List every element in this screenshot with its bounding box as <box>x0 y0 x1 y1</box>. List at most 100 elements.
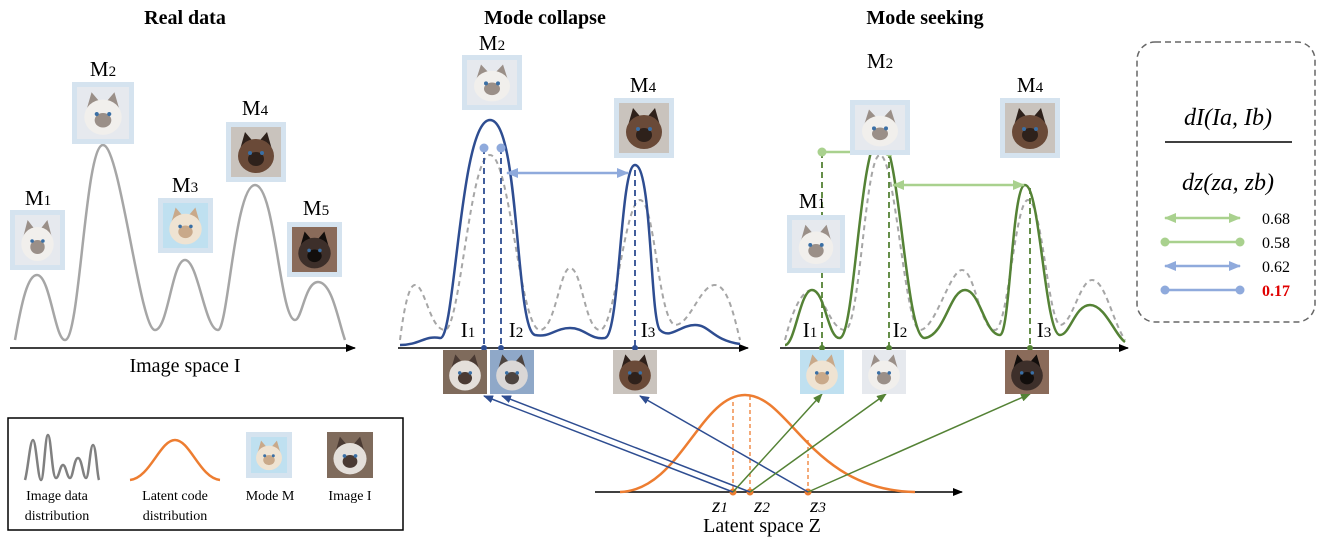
eye <box>342 454 347 458</box>
eye <box>819 243 824 247</box>
ears <box>335 436 365 453</box>
ratio-value: 0.62 <box>1262 259 1290 276</box>
mapping-arrows <box>483 393 1031 493</box>
mask <box>94 113 112 128</box>
eye <box>648 127 652 131</box>
image-label: I1 <box>461 318 476 342</box>
mode-label: M4 <box>1017 73 1044 97</box>
eye <box>496 81 500 86</box>
sample-image <box>327 432 373 478</box>
axis-label: Latent space Z <box>703 515 821 537</box>
ears <box>800 224 832 242</box>
eye <box>515 371 520 375</box>
ears <box>257 440 281 454</box>
code-label: z1 <box>711 493 728 517</box>
legend-label: Image data <box>26 489 89 504</box>
mode-label: M2 <box>867 49 893 73</box>
legend-label: distribution <box>25 509 90 524</box>
eye <box>353 454 358 458</box>
image-label: I2 <box>893 318 908 342</box>
axis-label: Image space I <box>129 355 240 377</box>
eye <box>307 248 311 253</box>
mask <box>484 82 500 96</box>
code-label: z2 <box>753 493 770 517</box>
mask <box>30 240 45 254</box>
mode-image <box>246 432 292 478</box>
mask <box>263 455 275 466</box>
sample-image <box>613 350 657 394</box>
legend-image-curve <box>23 433 101 482</box>
eye <box>484 81 488 86</box>
eye <box>872 126 876 131</box>
ears <box>620 354 650 370</box>
mask <box>1022 128 1038 142</box>
mode-label: M4 <box>242 96 269 120</box>
real-distribution-dashed <box>399 153 741 341</box>
ears <box>807 354 837 370</box>
mode-image <box>10 210 65 270</box>
ears <box>864 109 896 126</box>
image-label: I3 <box>1037 318 1052 342</box>
mode-label: M3 <box>172 173 198 197</box>
ratio-numerator: dI(Ia, Ib) <box>1184 105 1272 131</box>
eye <box>876 371 881 375</box>
mode-image <box>787 215 845 273</box>
image-label: I3 <box>641 318 656 342</box>
mask <box>872 127 888 141</box>
collapse-dots <box>479 143 638 351</box>
ratio-value: 0.68 <box>1262 211 1290 228</box>
sample-image <box>800 350 844 394</box>
mode-image <box>462 55 522 110</box>
mode-label: M1 <box>799 189 825 213</box>
ratio-value: 0.58 <box>1262 235 1290 252</box>
ears <box>240 132 272 150</box>
ears <box>476 64 508 81</box>
mode-label: M2 <box>479 31 505 55</box>
eye <box>1019 371 1024 375</box>
seeking-distribution <box>784 135 1126 347</box>
mask <box>457 372 473 385</box>
title: Mode collapse <box>484 7 606 29</box>
mask <box>627 372 643 385</box>
mask <box>342 455 358 468</box>
code-label: z3 <box>809 493 826 517</box>
ears <box>300 231 329 248</box>
eye <box>884 126 888 131</box>
mode-image <box>158 198 213 253</box>
mode-image <box>287 222 342 277</box>
eye <box>178 224 182 229</box>
mask <box>307 249 322 263</box>
mode-label: M5 <box>303 196 329 220</box>
ears <box>497 354 527 370</box>
eye <box>271 454 275 458</box>
ratio-symbols <box>1160 213 1245 295</box>
legend-label: Latent code <box>142 489 208 504</box>
eye <box>504 371 509 375</box>
mask <box>248 152 264 166</box>
legend-latent-curve <box>129 438 221 482</box>
mask <box>178 225 193 239</box>
image-label: I2 <box>509 318 524 342</box>
latent-guides <box>732 396 809 492</box>
eye <box>1030 371 1035 375</box>
eye <box>808 243 813 247</box>
legend-label: Mode M <box>246 489 295 504</box>
eye <box>189 224 193 229</box>
eye <box>94 111 99 117</box>
mode-label: M2 <box>90 57 116 81</box>
eye <box>468 371 473 375</box>
title: Real data <box>144 7 226 29</box>
ears <box>23 220 52 238</box>
legend-label: distribution <box>143 509 208 524</box>
mode-image <box>850 100 910 155</box>
collapse-distribution <box>399 118 741 347</box>
sample-image <box>1005 350 1049 394</box>
eye <box>636 127 640 131</box>
eye <box>887 371 892 375</box>
image-label: I1 <box>803 318 818 342</box>
mode-label: M1 <box>25 186 51 210</box>
mode-image <box>72 82 134 144</box>
collapse-guides <box>483 148 636 348</box>
ears <box>1012 354 1042 370</box>
